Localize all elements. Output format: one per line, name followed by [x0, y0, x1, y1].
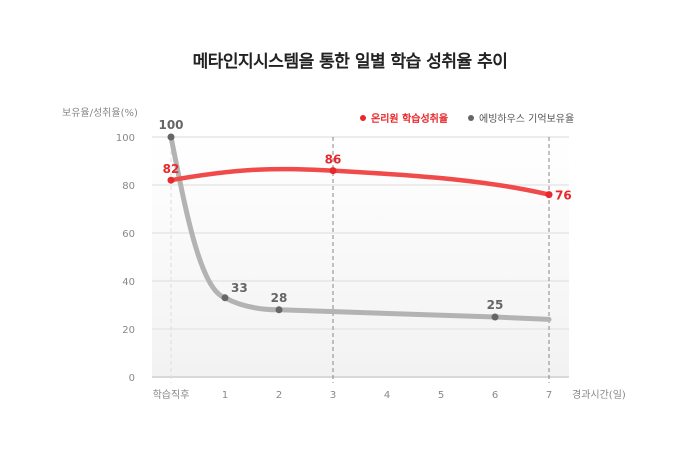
y-tick-label: 80 — [122, 181, 135, 192]
ebbinghaus-point — [167, 133, 175, 141]
onlyone-data-label: 86 — [325, 153, 342, 167]
legend-label: 에빙하우스 기억보유율 — [479, 114, 575, 125]
y-tick-label: 0 — [129, 373, 135, 384]
chart-title: 메타인지시스템을 통한 일별 학습 성취율 추이 — [192, 52, 508, 72]
ebbinghaus-point — [221, 294, 229, 302]
y-tick-label: 100 — [116, 133, 135, 144]
x-tick-label: 2 — [276, 390, 282, 401]
ebbinghaus-data-label: 100 — [158, 118, 183, 132]
y-tick-label: 40 — [122, 277, 135, 288]
onlyone-point — [167, 176, 175, 184]
ebbinghaus-point — [275, 306, 283, 314]
legend-label: 온리원 학습성취율 — [371, 114, 449, 125]
ebbinghaus-data-label: 28 — [271, 291, 288, 305]
legend-item-onlyone: 온리원 학습성취율 — [360, 110, 448, 125]
x-tick-label: 1 — [222, 390, 228, 401]
onlyone-point — [329, 167, 337, 175]
onlyone-point — [545, 191, 553, 199]
y-tick-label: 20 — [122, 325, 135, 336]
x-tick-label: 학습직후 — [153, 389, 190, 401]
legend-item-ebbinghaus: 에빙하우스 기억보유율 — [468, 110, 574, 125]
onlyone-data-label: 76 — [555, 189, 572, 203]
ebbinghaus-data-label: 25 — [487, 298, 504, 312]
x-tick-label: 6 — [492, 390, 498, 401]
legend-marker — [468, 115, 474, 121]
y-tick-label: 60 — [122, 229, 135, 240]
x-tick-label: 3 — [330, 390, 336, 401]
ebbinghaus-data-label: 33 — [231, 281, 248, 295]
onlyone-data-label: 82 — [163, 162, 180, 176]
y-axis-label: 보유율/성취율(%) — [62, 108, 138, 119]
plot-background — [152, 137, 569, 377]
x-tick-label: 5 — [438, 390, 444, 401]
ebbinghaus-point — [491, 313, 499, 321]
ebbinghaus-line — [168, 134, 552, 322]
x-tick-label: 7 — [546, 390, 552, 401]
x-tick-label: 4 — [384, 390, 390, 401]
x-axis-label: 경과시간(일) — [572, 388, 626, 401]
legend-marker — [360, 115, 366, 121]
